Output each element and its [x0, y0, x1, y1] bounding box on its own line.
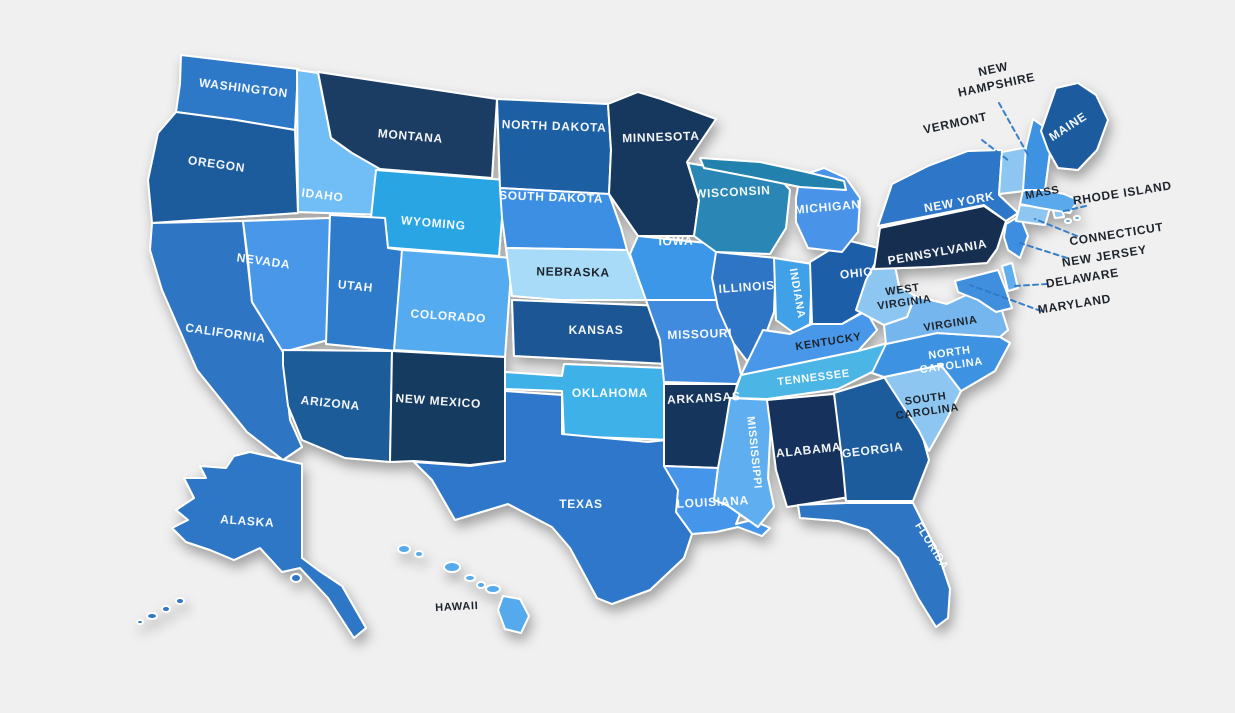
state-hawaii	[397, 544, 530, 634]
state-shape-michigan-part1	[699, 157, 847, 191]
state-shape-oregon	[147, 111, 299, 224]
state-shape-texas	[413, 390, 701, 605]
state-colorado	[393, 249, 513, 358]
state-label-new-hampshire: NEWHAMPSHIRE	[953, 54, 1036, 100]
state-island-hawaii	[476, 581, 486, 589]
state-island-massachusetts	[1073, 215, 1081, 221]
state-delaware	[1001, 262, 1019, 292]
state-island-alaska	[136, 619, 144, 625]
state-island-alaska	[146, 612, 158, 620]
state-label-alabama: ALABAMA	[775, 440, 842, 461]
state-label-hawaii: HAWAII	[435, 600, 479, 614]
state-label-delaware: DELAWARE	[1045, 265, 1120, 290]
state-label-line: SOUTH	[904, 390, 947, 408]
leader-line-connecticut	[1034, 218, 1078, 237]
state-massachusetts	[1019, 189, 1081, 224]
state-alaska	[136, 451, 367, 639]
state-shape-colorado	[393, 249, 513, 358]
state-label-vermont: VERMONT	[922, 109, 988, 136]
state-label-nebraska: NEBRASKA	[536, 264, 610, 279]
state-label-michigan: MICHIGAN	[794, 197, 861, 217]
state-label-connecticut: CONNECTICUT	[1068, 220, 1164, 249]
state-west-virginia	[855, 257, 916, 326]
state-shape-maryland	[954, 269, 1013, 313]
state-island-alaska	[175, 597, 185, 605]
state-north-dakota	[496, 98, 612, 195]
state-maryland	[954, 269, 1013, 313]
state-label-iowa: IOWA	[658, 234, 693, 249]
state-island-hawaii	[443, 561, 461, 573]
state-shape-hawaii	[497, 595, 530, 634]
state-label-wyoming: WYOMING	[400, 213, 466, 233]
state-label-line: NEW	[977, 59, 1009, 79]
state-label-minnesota: MINNESOTA	[622, 129, 700, 146]
state-island-alaska	[290, 573, 302, 583]
state-label-arizona: ARIZONA	[300, 393, 361, 413]
state-michigan	[699, 157, 861, 253]
state-florida	[797, 502, 951, 628]
state-pennsylvania	[873, 205, 1007, 270]
leader-line-new-hampshire	[998, 102, 1029, 156]
state-label-ohio: OHIO	[839, 264, 874, 281]
state-island-hawaii	[485, 584, 501, 594]
state-label-utah: UTAH	[337, 277, 374, 295]
state-label-south-dakota: SOUTH DAKOTA	[499, 188, 604, 206]
state-island-hawaii	[397, 544, 411, 554]
state-label-missouri: MISSOURI	[667, 326, 732, 342]
state-shape-mississippi	[713, 397, 775, 528]
state-island-hawaii	[414, 550, 424, 558]
state-shape-florida	[797, 502, 951, 628]
state-label-kansas: KANSAS	[569, 323, 624, 337]
state-label-rhode-island: RHODE ISLAND	[1072, 178, 1173, 207]
state-shape-alaska	[171, 451, 367, 639]
leader-line-delaware	[1014, 283, 1048, 287]
state-wyoming	[367, 169, 506, 257]
state-label-alaska: ALASKA	[220, 512, 275, 530]
state-shape-massachusetts	[1019, 189, 1079, 214]
state-label-maryland: MARYLAND	[1037, 291, 1112, 316]
state-island-massachusetts	[1064, 218, 1072, 224]
state-shape-wyoming	[367, 169, 506, 257]
state-mississippi	[713, 397, 775, 528]
map-states-layer	[136, 54, 1109, 639]
map-leader-lines-layer	[969, 102, 1087, 312]
state-texas	[413, 390, 701, 605]
state-maine	[1040, 82, 1109, 171]
state-oregon	[147, 111, 299, 224]
leader-line-new-jersey	[1019, 242, 1068, 259]
state-label-line: WEST	[885, 282, 921, 299]
state-label-wisconsin: WISCONSIN	[695, 183, 771, 201]
state-shape-north-dakota	[496, 98, 612, 195]
state-label-illinois: ILLINOIS	[718, 278, 775, 296]
state-label-louisiana: LOUISIANA	[676, 493, 749, 511]
state-label-colorado: COLORADO	[410, 306, 486, 325]
state-label-montana: MONTANA	[377, 126, 443, 146]
state-label-new-mexico: NEW MEXICO	[395, 391, 481, 411]
state-label-texas: TEXAS	[559, 497, 603, 511]
leader-line-rhode-island	[1059, 205, 1087, 213]
state-shape-maine	[1040, 82, 1109, 171]
state-shape-pennsylvania	[873, 205, 1007, 270]
state-label-oklahoma: OKLAHOMA	[572, 386, 648, 400]
state-island-hawaii	[464, 574, 476, 582]
state-label-north-dakota: NORTH DAKOTA	[502, 117, 607, 135]
state-shape-delaware	[1001, 262, 1019, 292]
state-shape-west-virginia	[855, 257, 916, 326]
leader-line-maryland	[969, 284, 1042, 312]
state-label-arkansas: ARKANSAS	[667, 389, 741, 407]
leader-line-vermont	[981, 139, 1010, 162]
state-label-idaho: IDAHO	[301, 186, 345, 205]
state-island-alaska	[161, 605, 171, 613]
state-label-line: NORTH	[928, 344, 972, 362]
